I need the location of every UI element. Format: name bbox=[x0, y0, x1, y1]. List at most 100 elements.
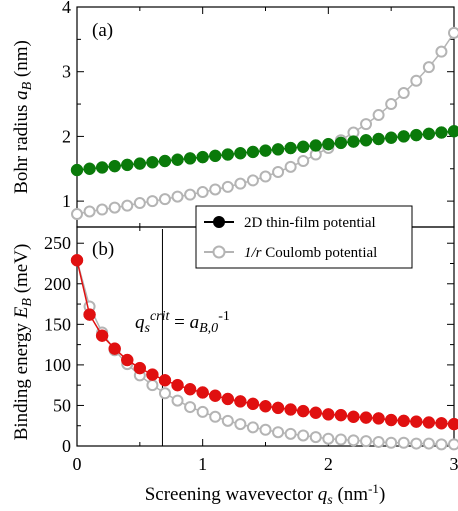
panel-a-point-thinfilm bbox=[95, 161, 109, 174]
annot-q: q bbox=[135, 312, 145, 333]
legend-marker-thinfilm bbox=[213, 216, 225, 228]
panel-a-point-thinfilm bbox=[259, 144, 272, 157]
panel-a-ylabel: Bohr radius aB (nm) bbox=[11, 40, 35, 194]
panel-b-series-coulomb-line bbox=[76, 260, 454, 446]
panel-a-point-coulomb bbox=[284, 160, 297, 173]
panel-b-point-thinfilm bbox=[284, 403, 297, 416]
panel-b-ylabel: Binding energy EB (meV) bbox=[11, 244, 35, 441]
legend-box bbox=[195, 205, 413, 269]
panel-b-point-coulomb bbox=[372, 435, 385, 448]
panel-a-point-thinfilm bbox=[196, 150, 209, 164]
panel-a-point-coulomb bbox=[234, 177, 247, 190]
panel-a-ylabel-unit: (nm) bbox=[11, 40, 32, 82]
panel-a-point-coulomb bbox=[397, 87, 410, 100]
panel-b-point-thinfilm bbox=[234, 395, 247, 408]
panel-a-point-thinfilm bbox=[435, 126, 448, 139]
panel-a-point-thinfilm bbox=[322, 137, 335, 151]
panel-b-point-coulomb bbox=[435, 438, 448, 451]
panel-a-plot: 1 2 3 4 bbox=[62, 0, 458, 227]
panel-b-point-coulomb bbox=[360, 435, 373, 448]
panel-a-point-thinfilm bbox=[410, 128, 423, 142]
panel-b-point-coulomb bbox=[297, 429, 310, 442]
panel-b-ylabel-unit: (meV) bbox=[11, 244, 32, 298]
panel-a-point-coulomb bbox=[209, 183, 222, 196]
crit-annotation: qscrit = aB,0-1 bbox=[135, 309, 230, 336]
panel-b-point-thinfilm bbox=[296, 404, 310, 418]
panel-a-point-coulomb bbox=[448, 26, 458, 39]
panel-b-point-coulomb bbox=[448, 438, 458, 451]
panel-a-ylabel-sub: B bbox=[20, 81, 35, 90]
panel-b-point-thinfilm bbox=[146, 368, 159, 381]
panel-a-point-coulomb bbox=[83, 205, 96, 218]
panel-a-point-coulomb bbox=[221, 180, 234, 193]
panel-a-point-coulomb bbox=[422, 61, 435, 74]
panel-a-point-coulomb bbox=[196, 186, 209, 199]
panel-a-point-coulomb bbox=[259, 170, 272, 183]
panel-b-point-thinfilm bbox=[83, 308, 96, 321]
panel-a-point-thinfilm bbox=[121, 158, 134, 172]
panel-a-point-thinfilm bbox=[347, 135, 360, 148]
annot-sup: -1 bbox=[218, 309, 230, 324]
legend: 2D thin-film potential 1/r Coulomb poten… bbox=[195, 205, 413, 269]
panel-b-point-thinfilm bbox=[208, 389, 222, 402]
panel-b-plot: 0 1 2 3 0 50 100 150 200 250 bbox=[44, 227, 458, 474]
panel-a-point-thinfilm bbox=[158, 154, 172, 168]
panel-b-point-coulomb bbox=[422, 437, 435, 450]
panel-b-point-coulomb bbox=[146, 379, 159, 392]
panel-a-point-thinfilm bbox=[422, 127, 436, 141]
panel-b-point-thinfilm bbox=[158, 374, 172, 387]
panel-b-point-thinfilm bbox=[171, 378, 184, 392]
annot-a: a bbox=[190, 312, 200, 333]
panel-b-point-coulomb bbox=[259, 423, 272, 436]
panel-b-point-thinfilm bbox=[447, 417, 458, 431]
panel-b-point-coulomb bbox=[272, 426, 285, 439]
panel-b-ylabel-sub: B bbox=[20, 298, 35, 307]
panel-a-point-thinfilm bbox=[83, 162, 96, 176]
panel-b-point-thinfilm bbox=[196, 386, 209, 399]
panel-a-point-coulomb bbox=[171, 190, 184, 203]
x-tick-label: 1 bbox=[198, 454, 207, 474]
panel-a-point-coulomb bbox=[96, 203, 109, 216]
panel-b-point-coulomb bbox=[284, 427, 297, 440]
panel-b-ytick-label: 50 bbox=[53, 395, 71, 415]
panel-b-point-coulomb bbox=[397, 436, 410, 449]
panel-a-point-coulomb bbox=[108, 201, 121, 214]
panel-b-point-coulomb bbox=[158, 387, 171, 400]
panel-a-point-thinfilm bbox=[183, 152, 197, 165]
panel-b-series-thinfilm-line bbox=[76, 260, 455, 425]
panel-b-point-coulomb bbox=[322, 432, 335, 445]
panel-a-point-thinfilm bbox=[246, 145, 260, 159]
panel-a-point-coulomb bbox=[121, 199, 134, 212]
panel-a-ytick-label: 4 bbox=[62, 0, 71, 17]
panel-a-point-thinfilm bbox=[309, 139, 323, 152]
panel-b-point-thinfilm bbox=[372, 412, 385, 425]
panel-b-point-coulomb bbox=[234, 418, 247, 431]
panel-a-point-coulomb bbox=[435, 45, 448, 58]
panel-a-point-coulomb bbox=[71, 208, 83, 221]
panel-a-ylabel-sym: a bbox=[11, 90, 32, 100]
panel-a-point-thinfilm bbox=[133, 157, 147, 170]
panel-a-point-coulomb bbox=[360, 118, 373, 131]
panel-b-point-thinfilm bbox=[359, 411, 373, 424]
annot-b0: B,0 bbox=[199, 321, 218, 336]
panel-a-point-thinfilm bbox=[221, 148, 235, 161]
x-axis-label-unit: (nm bbox=[333, 484, 369, 505]
panel-b-point-thinfilm bbox=[221, 392, 235, 406]
annot-s: s bbox=[145, 321, 151, 336]
panel-a-point-coulomb bbox=[133, 197, 146, 210]
x-axis-label-text: Screening wavevector bbox=[145, 484, 314, 505]
panel-b-point-thinfilm bbox=[271, 401, 285, 415]
panel-b-point-thinfilm bbox=[334, 408, 348, 422]
panel-a-point-thinfilm bbox=[146, 156, 159, 169]
legend-marker-coulomb bbox=[212, 245, 226, 259]
panel-b-point-thinfilm bbox=[397, 414, 410, 428]
x-tick-label: 2 bbox=[324, 454, 333, 474]
panel-b-point-thinfilm bbox=[183, 382, 197, 396]
panel-b-point-coulomb bbox=[347, 434, 360, 447]
panel-a-point-coulomb bbox=[272, 166, 285, 178]
x-axis-label-sym: q bbox=[318, 484, 328, 505]
panel-a-point-thinfilm bbox=[234, 146, 247, 160]
panel-a-point-thinfilm bbox=[296, 140, 310, 154]
panel-b-label: (b) bbox=[92, 239, 114, 260]
